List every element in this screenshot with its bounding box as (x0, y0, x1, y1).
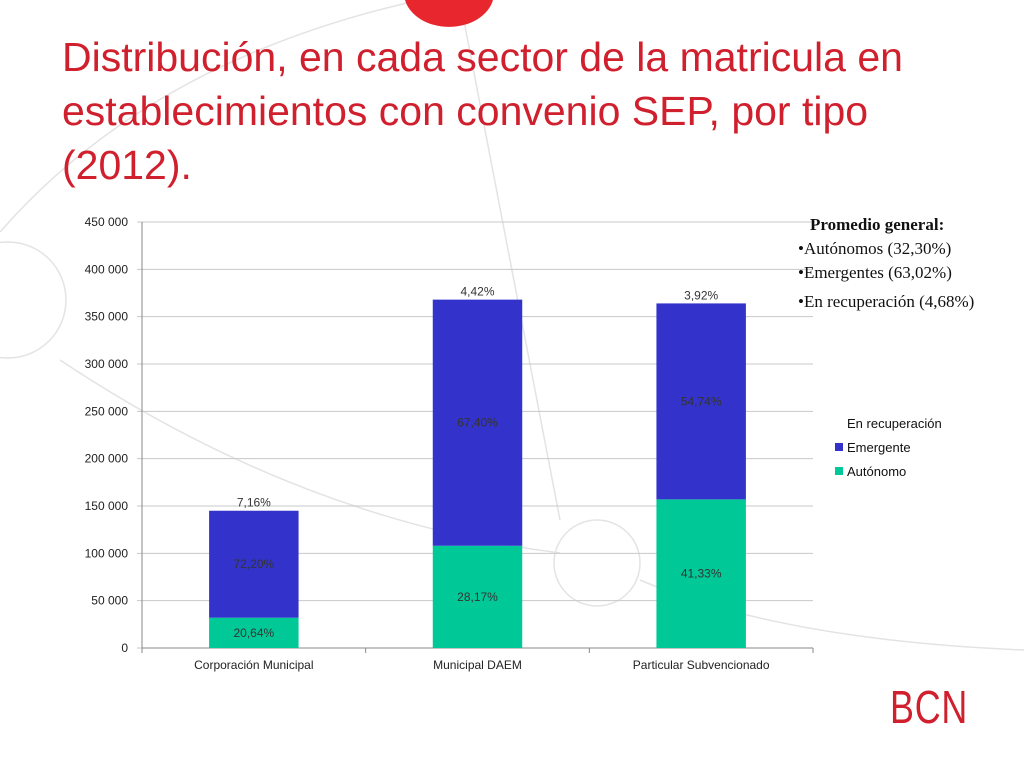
data-label-recuperacion: 4,42% (460, 285, 494, 299)
y-tick-label: 450 000 (85, 215, 129, 229)
data-label-emergente: 54,74% (681, 394, 722, 408)
bar-segment-autonomo (432, 545, 523, 648)
decor-arc-left (0, 0, 421, 233)
data-label-emergente: 67,40% (457, 416, 498, 430)
decor-circle-left (0, 241, 67, 359)
bar-segment-emergente (209, 510, 299, 618)
bar-segment-emergente (656, 303, 746, 500)
y-tick-label: 250 000 (85, 404, 129, 418)
legend-item-recuperacion: En recuperación (835, 411, 942, 435)
decor-red-semicircle (405, 0, 493, 27)
summary-item-autonomos: •Autónomos (32,30%) (798, 239, 952, 258)
y-tick-label: 350 000 (85, 310, 129, 324)
bar-segment-autonomo (656, 499, 746, 648)
x-tick-label: Corporación Municipal (194, 658, 313, 672)
y-tick-label: 400 000 (85, 262, 129, 276)
y-tick-label: 50 000 (91, 594, 128, 608)
data-label-recuperacion: 7,16% (237, 496, 271, 510)
y-tick-label: 0 (121, 641, 128, 655)
summary-item-recuperacion: •En recuperación (4,68%) (798, 292, 975, 311)
chart-legend: En recuperación Emergente Autónomo (835, 411, 942, 483)
summary-box: Promedio general: •Autónomos (32,30%) •E… (798, 213, 1018, 314)
y-tick-label: 300 000 (85, 357, 129, 371)
legend-swatch-recuperacion (835, 419, 843, 427)
bar-segment-autonomo (209, 617, 299, 648)
legend-label-emergente: Emergente (847, 439, 911, 455)
y-tick-label: 150 000 (85, 499, 129, 513)
data-label-autonomo: 41,33% (681, 567, 722, 581)
bars (209, 299, 746, 648)
y-tick-label: 200 000 (85, 452, 129, 466)
summary-item-emergentes: •Emergentes (63,02%) (798, 263, 952, 282)
data-label-recuperacion: 3,92% (684, 288, 718, 302)
data-label-emergente: 72,20% (233, 557, 274, 571)
legend-label-autonomo: Autónomo (847, 463, 907, 479)
summary-title: Promedio general: (810, 215, 945, 234)
x-tick-label: Particular Subvencionado (633, 658, 770, 672)
axes: 0 50 000 100 000 150 000 200 000 250 000 300 0… (85, 215, 814, 672)
legend-swatch-autonomo (835, 467, 843, 475)
data-labels: 20,64% 72,20% 7,16% 28,17% 67,40% 4,42% 41,33%… (233, 285, 721, 640)
bcn-logo: BCN (890, 681, 969, 733)
legend-item-autonomo: Autónomo (835, 459, 942, 483)
legend-swatch-emergente (835, 443, 843, 451)
data-label-autonomo: 28,17% (457, 590, 498, 604)
slide-title: Distribución, en cada sector de la matri… (62, 34, 903, 188)
legend-item-emergente: Emergente (835, 435, 942, 459)
bar-segment-emergente (432, 299, 523, 546)
data-label-autonomo: 20,64% (233, 626, 274, 640)
x-tick-label: Municipal DAEM (433, 658, 522, 672)
y-tick-label: 100 000 (85, 546, 129, 560)
legend-label-recuperacion: En recuperación (847, 415, 942, 431)
decor-line-right (459, 0, 561, 521)
decor-circle-bottom (553, 519, 641, 607)
